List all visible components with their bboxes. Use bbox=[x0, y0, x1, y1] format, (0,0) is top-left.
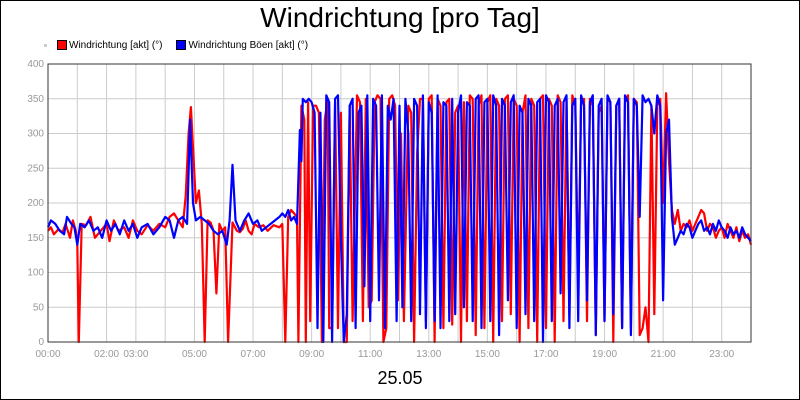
x-tick-label: 05:00 bbox=[182, 349, 207, 360]
x-tick-label: 19:00 bbox=[592, 349, 617, 360]
y-tick-label: 150 bbox=[27, 233, 44, 244]
chart-legend: Windrichtung [akt] (°) Windrichtung Böen… bbox=[44, 38, 322, 52]
y-tick-label: 300 bbox=[27, 129, 44, 140]
y-tick-label: 0 bbox=[38, 337, 44, 348]
legend-item-wind-direction: Windrichtung [akt] (°) bbox=[57, 40, 162, 51]
x-tick-label: 02:00 bbox=[94, 349, 119, 360]
y-tick-label: 350 bbox=[27, 94, 44, 105]
legend-marker-icon bbox=[44, 43, 47, 47]
x-tick-label: 03:00 bbox=[123, 349, 148, 360]
legend-swatch-blue bbox=[176, 40, 187, 50]
y-tick-label: 250 bbox=[27, 163, 44, 174]
chart-title: Windrichtung [pro Tag] bbox=[260, 2, 540, 33]
legend-swatch-red bbox=[57, 40, 67, 50]
x-tick-label: 00:00 bbox=[35, 349, 60, 360]
x-tick-label: 11:00 bbox=[358, 349, 383, 360]
y-tick-label: 200 bbox=[27, 198, 44, 209]
y-axis-ticks: 0 50 100 150 200 250 300 350 400 bbox=[27, 59, 44, 348]
plot-border bbox=[47, 63, 752, 343]
legend-item-gust-direction: Windrichtung Böen [akt] (°) bbox=[176, 40, 308, 51]
series-lines bbox=[46, 92, 753, 344]
x-tick-label: 07:00 bbox=[241, 349, 266, 360]
x-tick-label: 21:00 bbox=[651, 349, 676, 360]
series-line-gust-direction bbox=[46, 94, 752, 344]
legend-label: Windrichtung [akt] (°) bbox=[69, 39, 163, 51]
y-tick-label: 400 bbox=[27, 59, 44, 70]
x-tick-label: 23:00 bbox=[709, 349, 734, 360]
x-axis-ticks: 00:00 02:00 03:00 05:00 07:00 09:00 11:00 13:00… bbox=[35, 349, 734, 360]
y-tick-label: 100 bbox=[27, 268, 44, 279]
x-axis-label: 25.05 bbox=[377, 368, 423, 388]
x-tick-label: 09:00 bbox=[299, 349, 324, 360]
legend-label: Windrichtung Böen [akt] (°) bbox=[188, 39, 309, 51]
x-tick-label: 13:00 bbox=[416, 349, 441, 360]
y-tick-label: 50 bbox=[33, 302, 45, 313]
x-tick-label: 17:00 bbox=[533, 349, 558, 360]
x-tick-label: 15:00 bbox=[475, 349, 500, 360]
